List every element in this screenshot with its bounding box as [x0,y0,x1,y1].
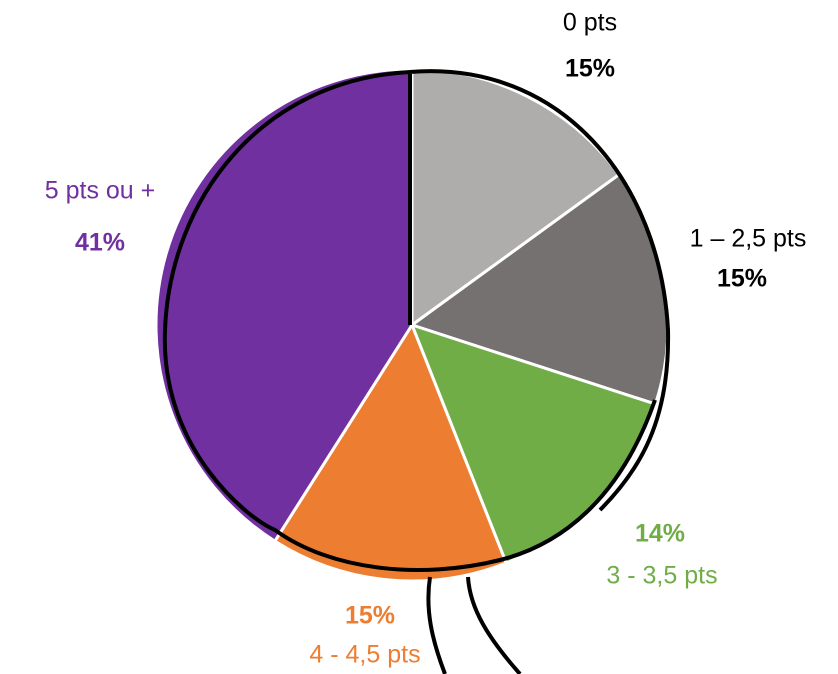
category-label: 1 – 2,5 pts [690,225,807,253]
value-label: 14% [635,520,685,548]
value-label: 41% [75,229,125,257]
category-label: 4 - 4,5 pts [309,641,420,669]
pie-slice [154,67,414,544]
outline [162,70,657,572]
category-label: 0 pts [563,9,617,37]
value-label: 15% [717,265,767,293]
value-label: 15% [565,55,615,83]
category-label: 3 - 3,5 pts [606,562,717,590]
pie-slice [272,321,509,583]
pie [154,67,670,583]
outline [408,69,671,512]
value-label: 15% [345,602,395,630]
connector-lines [426,576,522,674]
category-label: 5 pts ou + [45,177,156,205]
